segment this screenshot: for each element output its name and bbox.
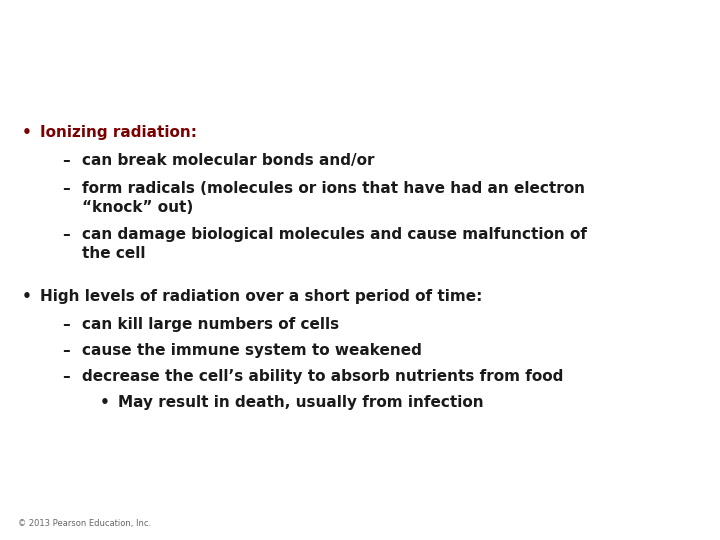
- Text: –: –: [62, 227, 70, 242]
- Text: –: –: [62, 369, 70, 384]
- Text: can damage biological molecules and cause malfunction of
the cell: can damage biological molecules and caus…: [82, 227, 587, 261]
- Text: •: •: [22, 125, 32, 140]
- Text: May result in death, usually from infection: May result in death, usually from infect…: [118, 395, 484, 410]
- Text: •: •: [100, 395, 110, 410]
- Text: form radicals (molecules or ions that have had an electron
“knock” out): form radicals (molecules or ions that ha…: [82, 181, 585, 214]
- Text: High levels of radiation over a short period of time:: High levels of radiation over a short pe…: [40, 289, 482, 304]
- Text: –: –: [62, 181, 70, 196]
- Text: can kill large numbers of cells: can kill large numbers of cells: [82, 317, 339, 332]
- Text: •: •: [22, 289, 32, 304]
- Text: Biological Effects of Radiation: Biological Effects of Radiation: [13, 16, 414, 39]
- Text: Ionizing radiation:: Ionizing radiation:: [40, 125, 197, 140]
- Text: decrease the cell’s ability to absorb nutrients from food: decrease the cell’s ability to absorb nu…: [82, 369, 563, 384]
- Text: –: –: [62, 343, 70, 358]
- Text: can break molecular bonds and/or: can break molecular bonds and/or: [82, 153, 374, 168]
- Text: –: –: [62, 153, 70, 168]
- Text: © 2013 Pearson Education, Inc.: © 2013 Pearson Education, Inc.: [18, 519, 151, 528]
- Text: –: –: [62, 317, 70, 332]
- Text: cause the immune system to weakened: cause the immune system to weakened: [82, 343, 422, 358]
